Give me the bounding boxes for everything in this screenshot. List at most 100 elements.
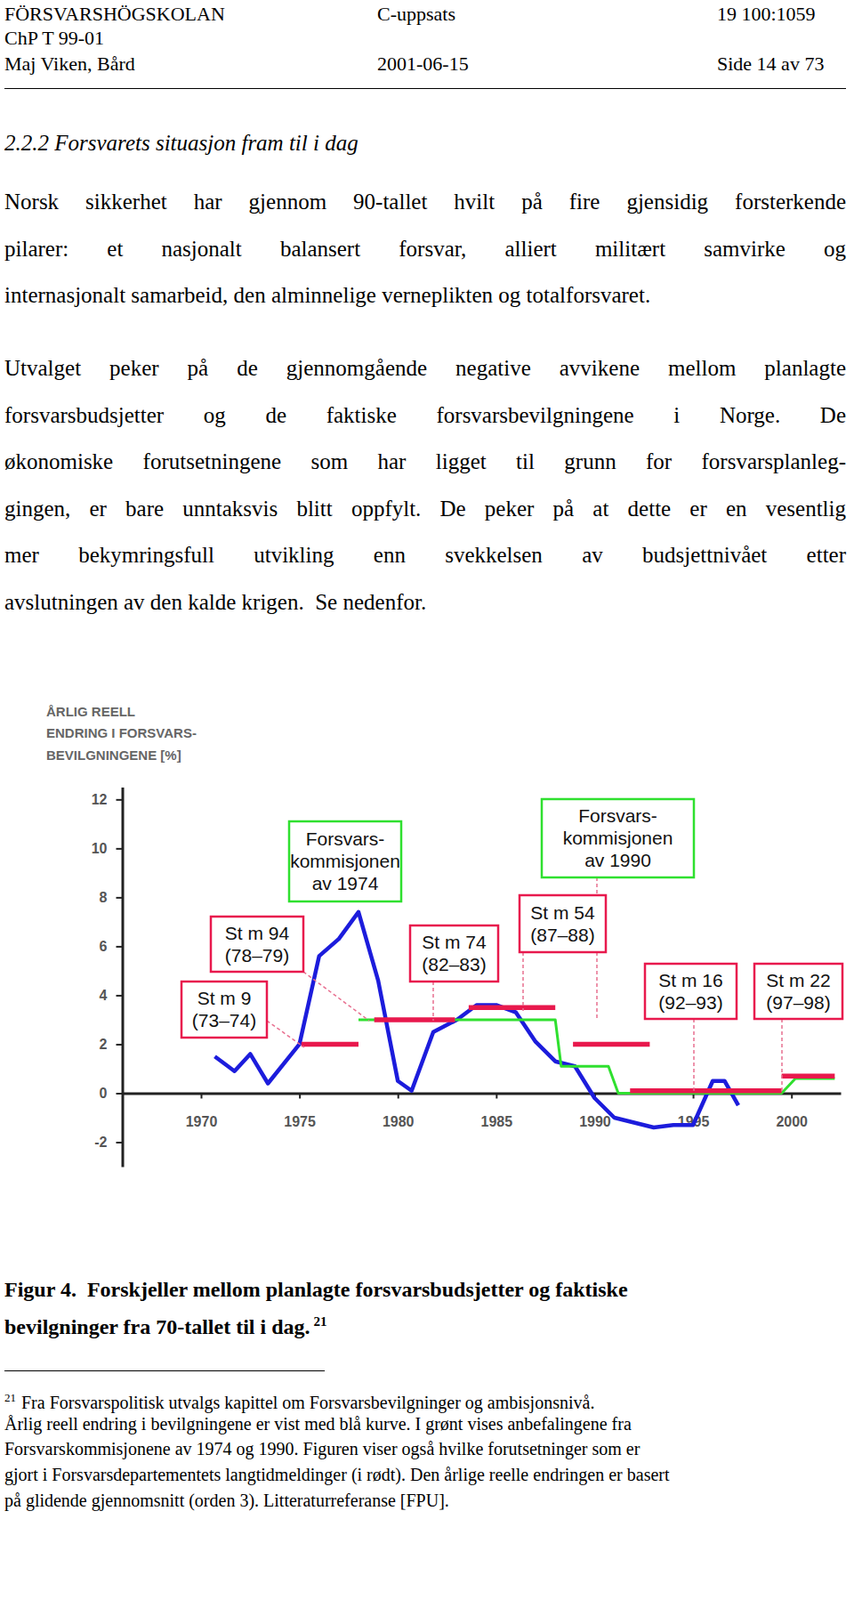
series-line bbox=[358, 1019, 835, 1094]
annotation-text: (78–79) bbox=[225, 944, 290, 966]
chart: ÅRLIG REELLENDRING I FORSVARS-BEVILGNING… bbox=[0, 0, 854, 1600]
annotation-box bbox=[410, 925, 499, 982]
annotation-text: (92–93) bbox=[658, 991, 723, 1013]
annotation-text: av 1974 bbox=[312, 872, 379, 894]
annotation-box bbox=[541, 798, 694, 878]
chart-title: BEVILGNINGENE [%] bbox=[46, 747, 182, 763]
annotation: St m 9(73–74) bbox=[181, 981, 267, 1038]
tick: 1970 bbox=[185, 1092, 218, 1128]
tick-mark bbox=[116, 1141, 123, 1144]
annotation-text: (73–74) bbox=[192, 1009, 257, 1031]
caption-line: Figur 4. Forskjeller mellom planlagte fo… bbox=[4, 1276, 629, 1303]
tick-label: 1985 bbox=[481, 1113, 514, 1129]
tick: 12 bbox=[91, 791, 123, 807]
annotation: St m 22(97–98) bbox=[754, 963, 843, 1019]
annotation-text: St m 22 bbox=[765, 969, 830, 991]
y-axis: -2024681012 bbox=[91, 787, 123, 1167]
tick-label: -2 bbox=[94, 1134, 107, 1150]
header-text: Maj Viken, Bård bbox=[4, 52, 136, 76]
annotation-text: kommisjonen bbox=[563, 827, 674, 848]
annotation-text: (97–98) bbox=[765, 991, 830, 1013]
tick-mark bbox=[116, 1043, 123, 1046]
header-text: ChP T 99-01 bbox=[4, 26, 105, 50]
section-heading: 2.2.2 Forsvarets situasjon fram til i da… bbox=[4, 129, 359, 157]
annotation-text: av 1990 bbox=[584, 849, 652, 871]
body-text: mer bekymringsfull utvikling enn svekkel… bbox=[4, 541, 846, 569]
caption-text: Figur 4. Forskjeller mellom planlagte fo… bbox=[4, 1277, 629, 1301]
tick-mark bbox=[200, 1092, 202, 1098]
annotation-text: Forsvars- bbox=[306, 828, 386, 849]
footnote-text: gjort i Forsvarsdepartementets langtidme… bbox=[4, 1464, 670, 1484]
annotation-text: St m 54 bbox=[530, 902, 596, 923]
footnote-line: på glidende gjennomsnitt (orden 3). Litt… bbox=[4, 1489, 450, 1511]
footnote-text: Årlig reell endring i bevilgningene er v… bbox=[4, 1413, 632, 1434]
leader-lines bbox=[266, 877, 782, 1091]
leader-line bbox=[303, 971, 370, 1021]
annotation-text: (87–88) bbox=[530, 924, 595, 945]
tick-mark bbox=[116, 1092, 123, 1095]
leader-line bbox=[522, 951, 524, 1011]
tick-label: 1970 bbox=[185, 1113, 218, 1129]
annotation-box bbox=[644, 963, 737, 1019]
tick-label: 2 bbox=[99, 1036, 108, 1052]
footnote-ref: 21 bbox=[314, 1313, 328, 1329]
body-text: økonomiske forutsetningene som har ligge… bbox=[4, 448, 846, 476]
leader-line bbox=[266, 1020, 305, 1048]
annotation: Forsvars-kommisjonenav 1974 bbox=[289, 821, 402, 902]
tick: -2 bbox=[94, 1134, 122, 1150]
tick-label: 4 bbox=[99, 987, 108, 1003]
tick-label: 1980 bbox=[382, 1113, 415, 1129]
tick-label: 0 bbox=[99, 1085, 108, 1101]
body-text: Utvalget peker på de gjennomgående negat… bbox=[4, 354, 846, 382]
footnote-line: Forsvarskommisjonene av 1974 og 1990. Fi… bbox=[4, 1437, 640, 1459]
footnote-line: Årlig reell endring i bevilgningene er v… bbox=[4, 1412, 632, 1435]
tick-mark bbox=[495, 1092, 498, 1098]
tick-label: 1975 bbox=[283, 1113, 316, 1129]
annotation: St m 54(87–88) bbox=[519, 894, 606, 952]
annotation-text: kommisjonen bbox=[290, 850, 401, 871]
tick: 1985 bbox=[481, 1092, 514, 1128]
tick-mark bbox=[790, 1092, 793, 1098]
annotation-text: (82–83) bbox=[421, 953, 486, 975]
footnote-rule bbox=[4, 1369, 325, 1371]
tick: 1975 bbox=[283, 1092, 316, 1128]
tick-label: 2000 bbox=[775, 1113, 808, 1129]
tick: 1980 bbox=[382, 1092, 415, 1128]
annotation-box bbox=[519, 894, 606, 952]
header-text: Side 14 av 73 bbox=[717, 52, 824, 76]
annotation-text: St m 9 bbox=[197, 987, 252, 1008]
body-text: internasjonalt samarbeid, den alminnelig… bbox=[4, 281, 651, 309]
annotation: St m 94(78–79) bbox=[210, 916, 304, 972]
annotation-box bbox=[181, 981, 267, 1038]
annotation-text: Forsvars- bbox=[578, 805, 658, 826]
body-text: pilarer: et nasjonalt balansert forsvar,… bbox=[4, 235, 846, 263]
tick: 4 bbox=[99, 987, 123, 1003]
footnote-line: gjort i Forsvarsdepartementets langtidme… bbox=[4, 1463, 670, 1485]
tick-mark bbox=[116, 945, 123, 948]
body-text: avslutningen av den kalde krigen. Se ned… bbox=[4, 588, 427, 616]
tick: 2000 bbox=[775, 1092, 808, 1128]
annotation-text: St m 74 bbox=[421, 931, 487, 952]
tick-mark bbox=[116, 896, 123, 899]
header-text: C-uppsats bbox=[377, 2, 456, 26]
tick-mark bbox=[298, 1092, 301, 1098]
tick-label: 10 bbox=[91, 840, 108, 856]
tick-mark bbox=[116, 847, 123, 850]
annotation: Forsvars-kommisjonenav 1990 bbox=[541, 798, 694, 878]
annotation-box bbox=[754, 963, 843, 1019]
tick: 0 bbox=[99, 1085, 123, 1101]
annotation-box bbox=[289, 821, 402, 902]
tick-label: 1990 bbox=[579, 1113, 612, 1129]
annotation: St m 16(92–93) bbox=[644, 963, 737, 1019]
header-text: FÖRSVARSHÖGSKOLAN bbox=[4, 2, 226, 26]
header-rule bbox=[4, 88, 846, 89]
annotation-text: St m 16 bbox=[658, 969, 723, 991]
footnote-text: på glidende gjennomsnitt (orden 3). Litt… bbox=[4, 1490, 450, 1510]
tick-mark bbox=[116, 994, 123, 997]
body-text: Norsk sikkerhet har gjennom 90-tallet hv… bbox=[4, 188, 846, 216]
footnote-text: Forsvarskommisjonene av 1974 og 1990. Fi… bbox=[4, 1438, 640, 1459]
tick: 8 bbox=[99, 889, 123, 905]
chart-title: ÅRLIG REELL bbox=[46, 703, 136, 719]
tick-mark bbox=[397, 1092, 400, 1098]
caption-text: bevilgninger fra 70-tallet til i dag. bbox=[4, 1314, 311, 1338]
